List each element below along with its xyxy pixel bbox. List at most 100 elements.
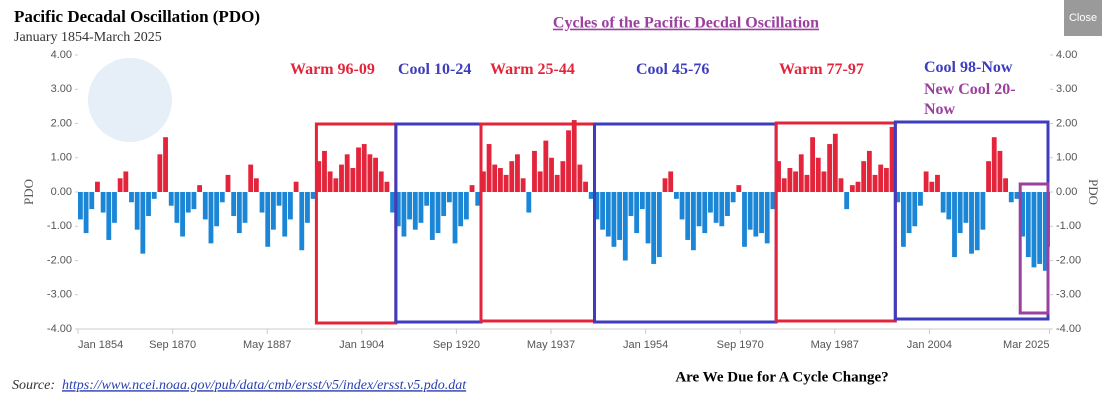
bar [100,192,106,213]
bar [498,168,503,192]
period-label: Warm 77-97 [779,61,864,78]
bar [634,192,640,234]
close-button[interactable] [1064,0,1102,36]
bar [832,133,838,192]
question: Are We Due for A Cycle Change? [675,369,888,385]
x-tick-label: Jan 1904 [339,339,384,351]
bar [475,192,481,206]
bar [532,150,537,192]
bar [673,192,679,199]
bar [117,178,123,192]
bar [134,192,140,230]
bar [798,154,804,192]
bar [89,192,95,210]
bar [310,192,316,199]
bar [191,192,197,210]
bar [174,192,180,223]
bar [265,192,271,247]
bar [611,192,617,247]
bar [129,192,134,203]
bar [696,192,702,227]
bar [197,185,203,192]
bar [219,192,225,203]
bar [560,161,566,192]
bar [168,192,174,206]
bar [322,150,327,192]
close-label[interactable]: Close [1069,12,1097,24]
x-tick-label: May 1987 [811,339,859,351]
bar [316,161,322,192]
y2-tick-label: -2.00 [1056,254,1081,266]
bar [543,140,549,192]
bar [844,192,850,210]
bar [883,168,889,192]
bar [639,192,645,210]
source-link[interactable]: https://www.ncei.noaa.gov/pub/data/cmb/e… [62,378,467,393]
bar [395,192,401,227]
bar [1003,178,1008,192]
bar [333,178,339,192]
bar [940,192,946,213]
bar [855,181,861,192]
bar [486,144,492,192]
period-label: Warm 96-09 [290,61,375,78]
x-tick-label: Jan 1854 [78,339,123,351]
bar [923,171,929,192]
bar [231,192,237,216]
bar [838,178,844,192]
bar [407,192,413,220]
y-tick-label: -1.00 [47,220,72,232]
bar [305,192,310,223]
bar [918,192,923,206]
x-tick-label: Jan 2004 [907,339,952,351]
bar [628,192,634,216]
bar [946,192,952,220]
y2-tick-label: 2.00 [1056,117,1077,129]
bar [151,192,157,199]
bar [622,192,628,261]
bar [225,174,231,192]
bar [378,171,384,192]
bar [480,171,486,192]
bar [492,164,498,192]
bar [889,126,895,192]
bar [78,192,83,220]
bar [986,161,991,192]
bar [1020,192,1026,237]
bar [730,192,736,203]
bar [708,192,713,213]
link-title[interactable]: Cycles of the Pacific Decdal Oscillation [553,15,819,32]
bar [157,154,163,192]
bar [515,154,520,192]
bar [549,157,554,192]
period-box [1018,182,1050,315]
bar [776,161,781,192]
bar [293,181,299,192]
bar [656,192,662,258]
bar [1042,192,1048,271]
bar [418,192,424,223]
y2-tick-label: 4.00 [1056,49,1077,61]
chart-title: Pacific Decadal Oscillation (PDO) [14,7,260,26]
x-tick-label: Mar 2025 [1003,339,1049,351]
bar [793,171,798,192]
bar [702,192,708,234]
bar [299,192,305,251]
bar [594,192,600,220]
bar [163,137,168,192]
bar [554,174,560,192]
bar [725,192,730,216]
bar [849,185,855,192]
bar [957,192,963,234]
y-tick-label: 2.00 [51,117,72,129]
bar [83,192,89,234]
bar [742,192,747,247]
bar [861,161,867,192]
bar [974,192,980,251]
period-label: New Cool 20-Now [924,81,1016,118]
bar [339,164,344,192]
x-tick-label: May 1887 [243,339,291,351]
bar [963,192,969,223]
bar [106,192,112,240]
bar [214,192,220,227]
